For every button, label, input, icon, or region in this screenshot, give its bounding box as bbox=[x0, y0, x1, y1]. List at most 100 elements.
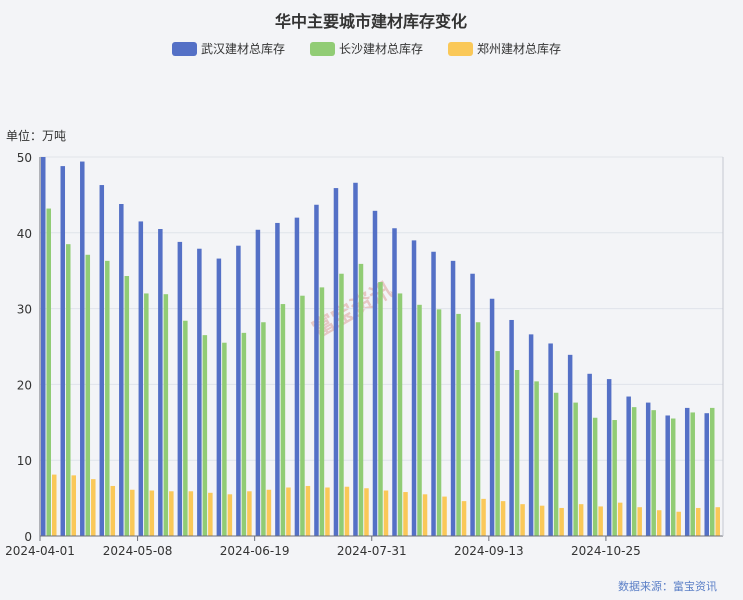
bar-0-26[interactable] bbox=[548, 343, 553, 536]
bar-1-27[interactable] bbox=[573, 402, 578, 536]
bar-2-21[interactable] bbox=[461, 501, 467, 536]
bar-2-2[interactable] bbox=[91, 479, 96, 536]
bar-0-31[interactable] bbox=[645, 402, 651, 536]
bar-0-20[interactable] bbox=[431, 251, 436, 536]
bar-2-34[interactable] bbox=[715, 507, 720, 536]
bar-1-0[interactable] bbox=[46, 208, 52, 537]
bar-0-6[interactable] bbox=[158, 229, 163, 536]
bar-2-11[interactable] bbox=[266, 489, 272, 536]
bar-1-11[interactable] bbox=[261, 322, 266, 536]
bar-2-5[interactable] bbox=[149, 490, 155, 536]
bar-1-33[interactable] bbox=[690, 412, 695, 536]
bar-1-8[interactable] bbox=[202, 335, 208, 536]
bar-0-29[interactable] bbox=[606, 379, 612, 536]
legend-label-0[interactable]: 武汉建材总库存 bbox=[201, 41, 285, 56]
bar-2-14[interactable] bbox=[325, 487, 330, 536]
legend-label-2[interactable]: 郑州建材总库存 bbox=[477, 41, 561, 56]
bar-0-5[interactable] bbox=[138, 221, 144, 536]
bar-0-12[interactable] bbox=[275, 222, 280, 536]
bar-0-4[interactable] bbox=[119, 204, 124, 536]
bar-0-33[interactable] bbox=[684, 407, 690, 536]
bar-0-3[interactable] bbox=[99, 185, 105, 537]
bar-2-27[interactable] bbox=[578, 504, 584, 536]
bar-0-17[interactable] bbox=[372, 210, 378, 536]
bar-0-16[interactable] bbox=[353, 182, 358, 536]
bar-1-19[interactable] bbox=[417, 304, 422, 536]
bar-0-23[interactable] bbox=[489, 298, 495, 536]
bar-2-17[interactable] bbox=[383, 490, 389, 536]
bar-2-15[interactable] bbox=[344, 486, 350, 536]
bar-2-30[interactable] bbox=[637, 507, 642, 536]
legend-swatch-0[interactable] bbox=[172, 42, 197, 56]
bar-0-13[interactable] bbox=[294, 217, 300, 536]
bar-0-21[interactable] bbox=[450, 260, 456, 536]
bar-2-26[interactable] bbox=[559, 507, 564, 536]
bar-0-8[interactable] bbox=[197, 248, 202, 536]
bar-1-21[interactable] bbox=[456, 313, 461, 536]
bar-2-22[interactable] bbox=[481, 498, 486, 536]
bar-0-10[interactable] bbox=[236, 245, 241, 536]
bar-1-13[interactable] bbox=[300, 295, 305, 536]
bar-0-25[interactable] bbox=[528, 334, 534, 536]
bar-0-2[interactable] bbox=[80, 161, 85, 537]
bar-0-1[interactable] bbox=[60, 166, 66, 536]
bar-2-16[interactable] bbox=[364, 488, 369, 536]
bar-0-30[interactable] bbox=[626, 396, 631, 536]
bar-2-0[interactable] bbox=[52, 474, 57, 536]
bar-1-9[interactable] bbox=[222, 342, 227, 536]
bar-1-23[interactable] bbox=[495, 351, 500, 536]
bar-1-6[interactable] bbox=[163, 294, 169, 536]
bar-0-24[interactable] bbox=[509, 319, 514, 536]
bar-1-2[interactable] bbox=[85, 254, 91, 536]
bar-2-23[interactable] bbox=[500, 501, 506, 536]
bar-1-29[interactable] bbox=[612, 420, 617, 536]
bar-0-32[interactable] bbox=[665, 415, 670, 536]
bar-1-16[interactable] bbox=[358, 263, 364, 536]
bar-2-28[interactable] bbox=[598, 506, 603, 536]
bar-2-19[interactable] bbox=[422, 494, 428, 536]
bar-2-20[interactable] bbox=[442, 496, 447, 536]
bar-1-32[interactable] bbox=[670, 418, 676, 536]
bar-0-19[interactable] bbox=[411, 240, 417, 536]
bar-2-10[interactable] bbox=[247, 491, 252, 536]
bar-2-9[interactable] bbox=[227, 494, 233, 536]
bar-1-25[interactable] bbox=[534, 381, 539, 536]
bar-1-31[interactable] bbox=[651, 410, 656, 536]
bar-2-33[interactable] bbox=[695, 507, 701, 536]
bar-2-29[interactable] bbox=[617, 502, 623, 536]
bar-1-12[interactable] bbox=[280, 304, 286, 536]
bar-0-15[interactable] bbox=[333, 188, 339, 536]
bar-0-0[interactable] bbox=[41, 157, 46, 536]
bar-0-34[interactable] bbox=[704, 413, 709, 536]
bar-2-32[interactable] bbox=[676, 511, 681, 536]
bar-2-6[interactable] bbox=[169, 491, 174, 536]
bar-0-9[interactable] bbox=[216, 258, 222, 536]
legend-swatch-1[interactable] bbox=[310, 42, 335, 56]
bar-1-14[interactable] bbox=[319, 287, 325, 536]
bar-2-13[interactable] bbox=[305, 485, 311, 536]
bar-0-7[interactable] bbox=[177, 241, 183, 536]
bar-2-24[interactable] bbox=[520, 504, 525, 536]
bar-1-7[interactable] bbox=[183, 320, 188, 536]
bar-1-3[interactable] bbox=[105, 260, 110, 536]
bar-1-17[interactable] bbox=[378, 282, 383, 536]
bar-1-15[interactable] bbox=[339, 273, 344, 536]
bar-1-5[interactable] bbox=[144, 293, 149, 536]
bar-2-31[interactable] bbox=[656, 510, 662, 536]
bar-1-24[interactable] bbox=[514, 370, 520, 536]
bar-2-4[interactable] bbox=[130, 489, 135, 536]
bar-0-18[interactable] bbox=[392, 228, 397, 536]
bar-2-12[interactable] bbox=[286, 487, 291, 536]
bar-1-28[interactable] bbox=[592, 417, 598, 536]
bar-1-18[interactable] bbox=[397, 293, 403, 536]
bar-0-28[interactable] bbox=[587, 373, 592, 536]
legend-swatch-2[interactable] bbox=[448, 42, 473, 56]
bar-1-1[interactable] bbox=[66, 244, 71, 537]
bar-0-14[interactable] bbox=[314, 204, 319, 536]
bar-1-26[interactable] bbox=[553, 392, 559, 536]
legend-label-1[interactable]: 长沙建材总库存 bbox=[339, 41, 423, 56]
bar-2-7[interactable] bbox=[188, 491, 194, 536]
bar-1-34[interactable] bbox=[709, 407, 715, 536]
bar-0-27[interactable] bbox=[567, 354, 573, 536]
bar-2-3[interactable] bbox=[110, 485, 116, 536]
